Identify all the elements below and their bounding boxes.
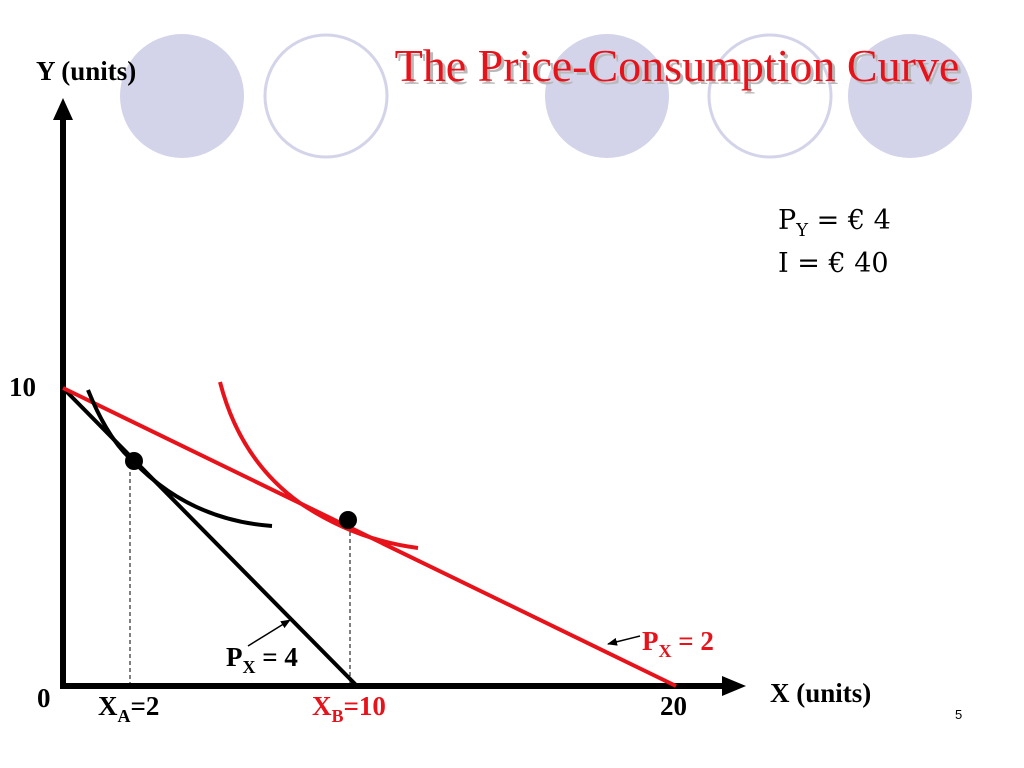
axes: [53, 98, 746, 696]
px4-pointer-arrow: [247, 619, 291, 647]
page-number: 5: [955, 707, 962, 722]
slide-title-shadow: The Price-Consumption Curve: [398, 43, 963, 94]
y-axis-label: Y (units): [36, 56, 136, 86]
indifference-curve-2: [218, 381, 419, 550]
y-tick-10: 10: [9, 372, 36, 402]
x-tick-20: 20: [660, 691, 687, 721]
xb-label: XB=10: [312, 691, 386, 726]
optimum-point-a: [125, 452, 143, 470]
decorative-circles: [120, 33, 972, 159]
decor-circle-outline-2: [707, 33, 833, 159]
px2-pointer-arrow: [607, 635, 641, 646]
slide-title: The Price-Consumption Curve: [395, 40, 960, 91]
px2-label: PX = 2: [642, 626, 714, 661]
origin-label: 0: [37, 683, 51, 713]
x-axis-arrowhead: [722, 676, 746, 696]
income-info: I = € 40: [778, 248, 889, 279]
px4-label: PX = 4: [226, 642, 298, 677]
decor-circle-outline-1: [263, 33, 389, 159]
decor-circle-filled-3: [848, 34, 972, 158]
decor-circle-filled-1: [120, 34, 244, 158]
xa-label: XA=2: [98, 691, 159, 726]
price-y-info: PY = € 4: [778, 205, 891, 241]
y-axis-arrowhead: [53, 98, 73, 120]
decor-circle-filled-2: [545, 34, 669, 158]
x-axis-label: X (units): [770, 678, 871, 708]
optimum-point-b: [339, 511, 357, 529]
